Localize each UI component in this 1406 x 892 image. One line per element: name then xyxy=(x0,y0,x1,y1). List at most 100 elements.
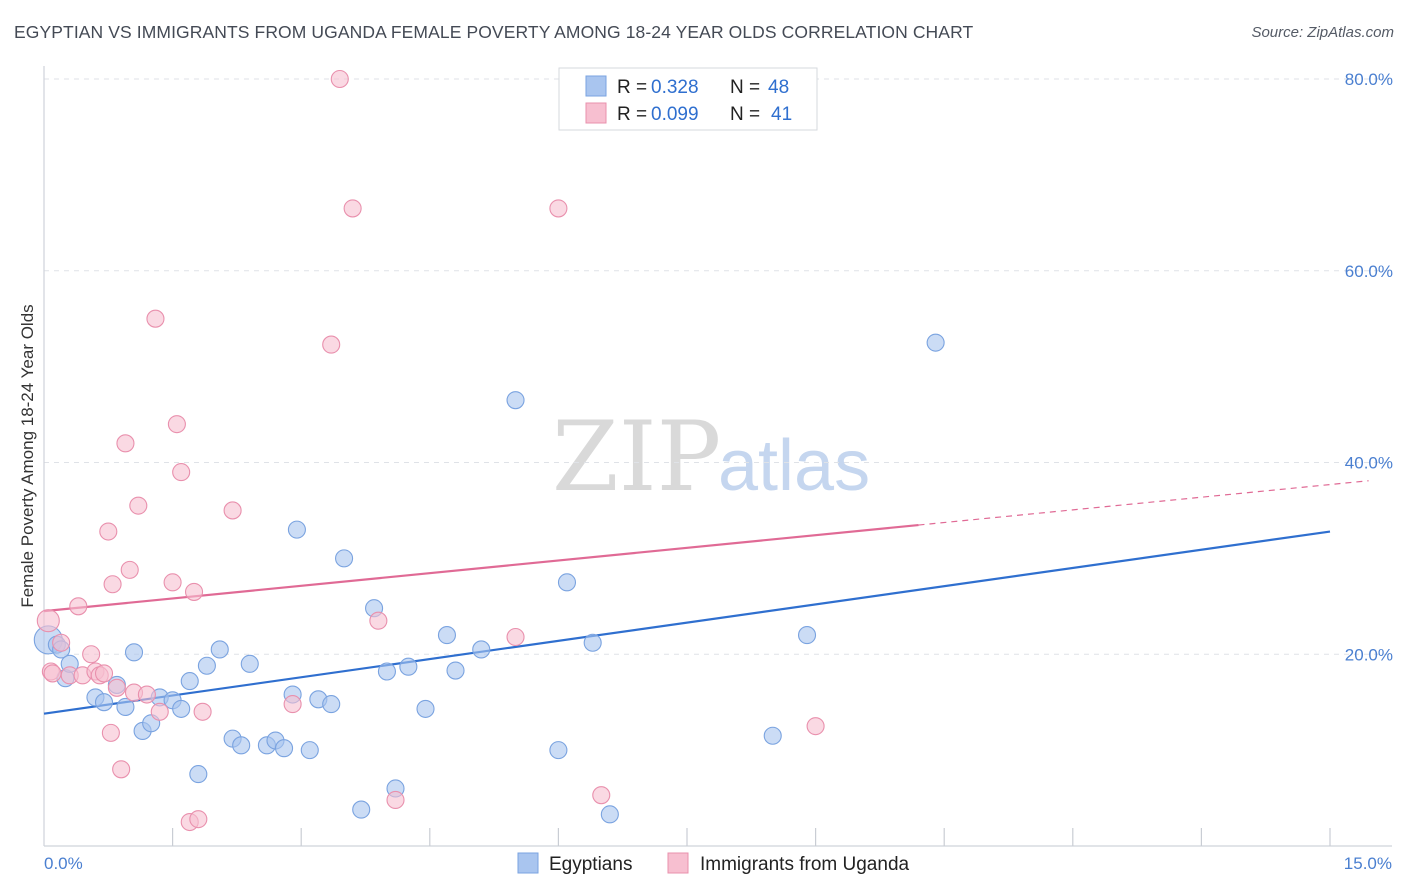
uganda-point-27 xyxy=(189,810,208,829)
x-tick-label-max: 15.0% xyxy=(1344,854,1392,873)
legend-swatch-uganda xyxy=(585,102,607,124)
egyptians-point-42 xyxy=(557,573,577,592)
uganda-point-16 xyxy=(120,560,139,579)
egyptians-point-39 xyxy=(472,640,491,659)
legend-r-label-egyptians: R = xyxy=(617,77,647,98)
source-label: Source: ZipAtlas.com xyxy=(1251,24,1394,41)
uganda-point-33 xyxy=(343,199,362,218)
y-tick-label-60: 60.0% xyxy=(1345,262,1393,281)
y-tick-label-40: 40.0% xyxy=(1345,454,1393,473)
uganda-point-24 xyxy=(172,463,191,482)
egyptians-point-18 xyxy=(210,640,229,659)
uganda-point-3 xyxy=(52,633,71,652)
x-tick-label-min: 0.0% xyxy=(44,854,83,873)
trend-line-1 xyxy=(43,523,919,613)
uganda-point-18 xyxy=(129,496,148,515)
legend-r-label-uganda: R = xyxy=(617,104,647,125)
uganda-point-31 xyxy=(322,335,341,354)
uganda-point-13 xyxy=(107,678,126,697)
egyptians-point-29 xyxy=(322,695,341,714)
uganda-point-10 xyxy=(99,522,118,541)
egyptians-point-37 xyxy=(437,626,456,645)
egyptians-point-15 xyxy=(180,672,199,691)
uganda-point-23 xyxy=(167,415,186,434)
uganda-point-5 xyxy=(69,597,88,616)
egyptians-point-16 xyxy=(189,765,208,784)
egyptians-point-33 xyxy=(377,662,396,681)
egyptians-point-27 xyxy=(300,741,319,760)
uganda-point-40 xyxy=(94,664,114,683)
trend-line-extension-1 xyxy=(918,480,1369,526)
y-tick-label-20: 20.0% xyxy=(1345,645,1393,664)
watermark-zip: ZIP xyxy=(552,401,721,513)
uganda-point-36 xyxy=(506,627,525,647)
bottom-legend-swatch-uganda xyxy=(667,852,689,874)
chart-title: EGYPTIAN VS IMMIGRANTS FROM UGANDA FEMAL… xyxy=(14,22,974,42)
bottom-legend-egyptians: Egyptians xyxy=(549,854,632,875)
y-tick-label-80: 80.0% xyxy=(1345,70,1393,89)
uganda-point-14 xyxy=(112,760,131,779)
uganda-point-0 xyxy=(36,609,60,633)
egyptians-point-38 xyxy=(446,661,465,680)
uganda-point-35 xyxy=(386,790,405,810)
axes xyxy=(43,66,1392,847)
egyptians-point-47 xyxy=(926,333,945,352)
uganda-point-12 xyxy=(103,575,122,594)
watermark: ZIP atlas xyxy=(552,401,870,513)
legend-n-label-egyptians: N = xyxy=(730,77,760,98)
uganda-point-38 xyxy=(592,786,611,805)
uganda-point-2 xyxy=(43,664,62,683)
egyptians-point-17 xyxy=(197,656,216,675)
uganda-point-7 xyxy=(82,645,101,664)
egyptians-point-35 xyxy=(399,657,418,676)
legend-r-value-uganda: 0.099 xyxy=(651,104,699,125)
egyptians-point-9 xyxy=(124,643,144,662)
uganda-point-34 xyxy=(369,611,388,630)
egyptians-point-21 xyxy=(240,654,259,673)
y-axis-label: Female Poverty Among 18-24 Year Olds xyxy=(18,304,37,607)
uganda-point-21 xyxy=(150,702,169,721)
legend-n-value-uganda: 41 xyxy=(771,104,792,125)
uganda-point-15 xyxy=(116,434,135,453)
uganda-point-19 xyxy=(137,685,156,704)
egyptians-point-45 xyxy=(763,726,782,745)
egyptians-point-40 xyxy=(506,391,525,410)
egyptians-point-44 xyxy=(600,805,619,824)
series-legend: Egyptians Immigrants from Uganda xyxy=(517,852,910,875)
egyptians-point-30 xyxy=(335,549,354,568)
gridlines xyxy=(44,78,1392,655)
egyptians-point-6 xyxy=(94,693,114,712)
uganda-point-22 xyxy=(163,573,182,592)
trend-line-0 xyxy=(43,530,1331,715)
watermark-atlas: atlas xyxy=(718,426,870,506)
bottom-legend-uganda: Immigrants from Uganda xyxy=(700,854,910,875)
uganda-point-39 xyxy=(806,717,825,736)
egyptians-point-26 xyxy=(287,520,306,539)
uganda-point-29 xyxy=(223,501,242,520)
egyptians-point-46 xyxy=(797,626,817,645)
egyptians-point-43 xyxy=(583,633,602,652)
legend-n-value-egyptians: 48 xyxy=(768,77,789,98)
uganda-point-37 xyxy=(549,199,568,218)
uganda-point-11 xyxy=(101,723,120,742)
trend-lines xyxy=(43,480,1369,715)
data-points xyxy=(33,69,945,832)
egyptians-point-41 xyxy=(549,741,568,760)
egyptians-point-8 xyxy=(116,697,135,717)
legend-r-value-egyptians: 0.328 xyxy=(651,77,699,98)
uganda-point-32 xyxy=(330,69,349,89)
egyptians-point-24 xyxy=(275,739,294,758)
legend-n-label-uganda: N = xyxy=(730,104,760,125)
y-tick-labels: 20.0% 40.0% 60.0% 80.0% xyxy=(1345,70,1393,664)
egyptians-point-36 xyxy=(416,699,435,718)
uganda-point-30 xyxy=(283,695,302,714)
legend-swatch-egyptians xyxy=(585,75,607,97)
egyptians-point-14 xyxy=(172,699,191,718)
egyptians-point-20 xyxy=(232,736,251,755)
uganda-point-20 xyxy=(146,309,165,328)
uganda-point-26 xyxy=(184,582,204,601)
uganda-point-28 xyxy=(193,702,212,721)
egyptians-point-31 xyxy=(352,800,371,819)
x-ticks xyxy=(172,828,1331,846)
